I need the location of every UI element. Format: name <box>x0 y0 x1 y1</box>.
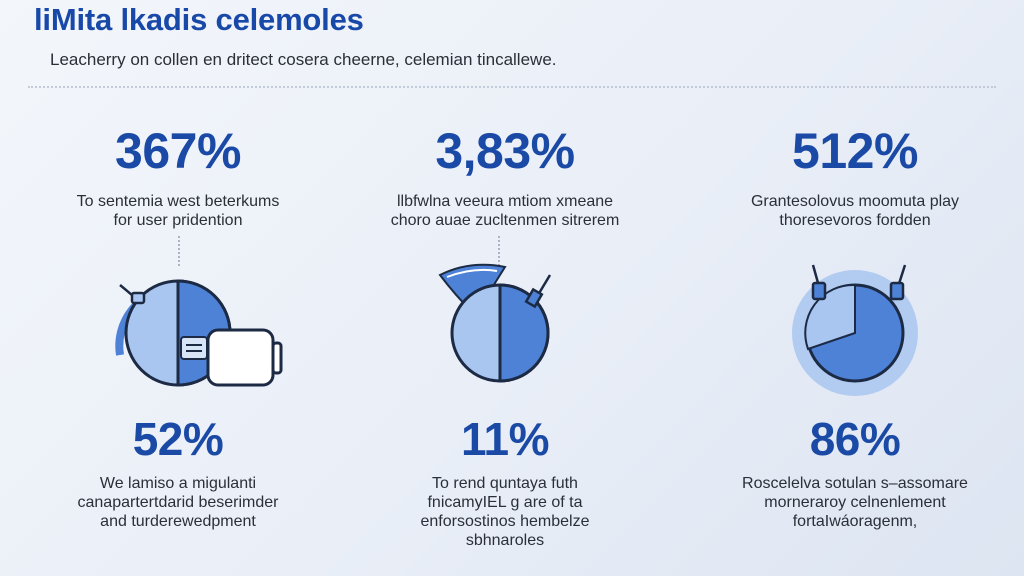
pie-chart-illustration <box>792 264 918 396</box>
left-tool-icon <box>811 264 827 301</box>
stat-column-1: 367% To sentemia west beterkums for user… <box>28 0 328 576</box>
dotted-connector <box>178 236 180 266</box>
bottom-description: We lamiso a migulanti canapartertdarid b… <box>33 474 323 531</box>
pen-icon <box>524 274 552 309</box>
desc-line: sbhnaroles <box>465 532 545 549</box>
top-description: To sentemia west beterkums for user prid… <box>38 192 318 230</box>
top-stat: 3,83% <box>435 123 575 179</box>
desc-line: To rend quntaya futh <box>432 475 578 492</box>
page-subtitle: Leacherry on collen en dritect cosera ch… <box>50 50 557 69</box>
desc-line: morneraroy celnenlement <box>764 494 946 511</box>
top-description: Grantesolovus moomuta play thoresevoros … <box>715 192 995 230</box>
desc-line: llbfwlna veeura mtiom xmeane <box>396 193 614 210</box>
right-tool-icon <box>889 264 907 301</box>
pie-chart-illustration <box>115 279 283 387</box>
stat-column-2: 3,83% llbfwlna veeura mtiom xmeane choro… <box>355 0 655 576</box>
pie-chart-illustration <box>438 263 552 383</box>
bottom-stat: 11% <box>460 413 550 465</box>
top-description: llbfwlna veeura mtiom xmeane choro auae … <box>365 192 645 230</box>
desc-line: Grantesolovus moomuta play <box>750 193 960 210</box>
bottom-description: Roscelelva sotulan s–assomare morneraroy… <box>710 474 1000 531</box>
desc-line: for user pridention <box>113 212 243 229</box>
header-divider <box>28 86 996 88</box>
desc-line: and turderewedpment <box>100 513 256 530</box>
stat-column-3: 512% Grantesolovus moomuta play thoresev… <box>705 0 1005 576</box>
pie-light-slice <box>804 283 856 351</box>
desc-line: fnicamyIEL g are of ta <box>427 494 583 511</box>
top-stat: 512% <box>792 123 918 179</box>
desc-line: choro auae zucltenmen sitrerem <box>390 212 620 229</box>
desc-line: To sentemia west beterkums <box>76 193 280 210</box>
desc-line: fortaIwáoragenm, <box>792 513 918 530</box>
desc-line: thoresevoros fordden <box>779 212 931 229</box>
desc-line: canapartertdarid beserimder <box>77 494 279 511</box>
bottom-stat: 52% <box>132 413 224 465</box>
page-title: liMita lkadis celemoles <box>34 2 364 37</box>
desc-line: We lamiso a migulanti <box>99 475 257 492</box>
bottom-description: To rend quntaya futh fnicamyIEL g are of… <box>360 474 650 550</box>
top-stat: 367% <box>115 123 241 179</box>
bottom-stat: 86% <box>809 413 901 465</box>
desc-line: enforsostinos hembelze <box>420 513 590 530</box>
desc-line: Roscelelva sotulan s–assomare <box>742 475 968 492</box>
monitor-icon <box>206 328 283 387</box>
box-icon <box>180 336 208 360</box>
pie-dark-slice <box>498 283 550 383</box>
tool-icon <box>119 284 146 305</box>
flag-icon <box>438 263 507 317</box>
dotted-connector <box>498 236 500 266</box>
